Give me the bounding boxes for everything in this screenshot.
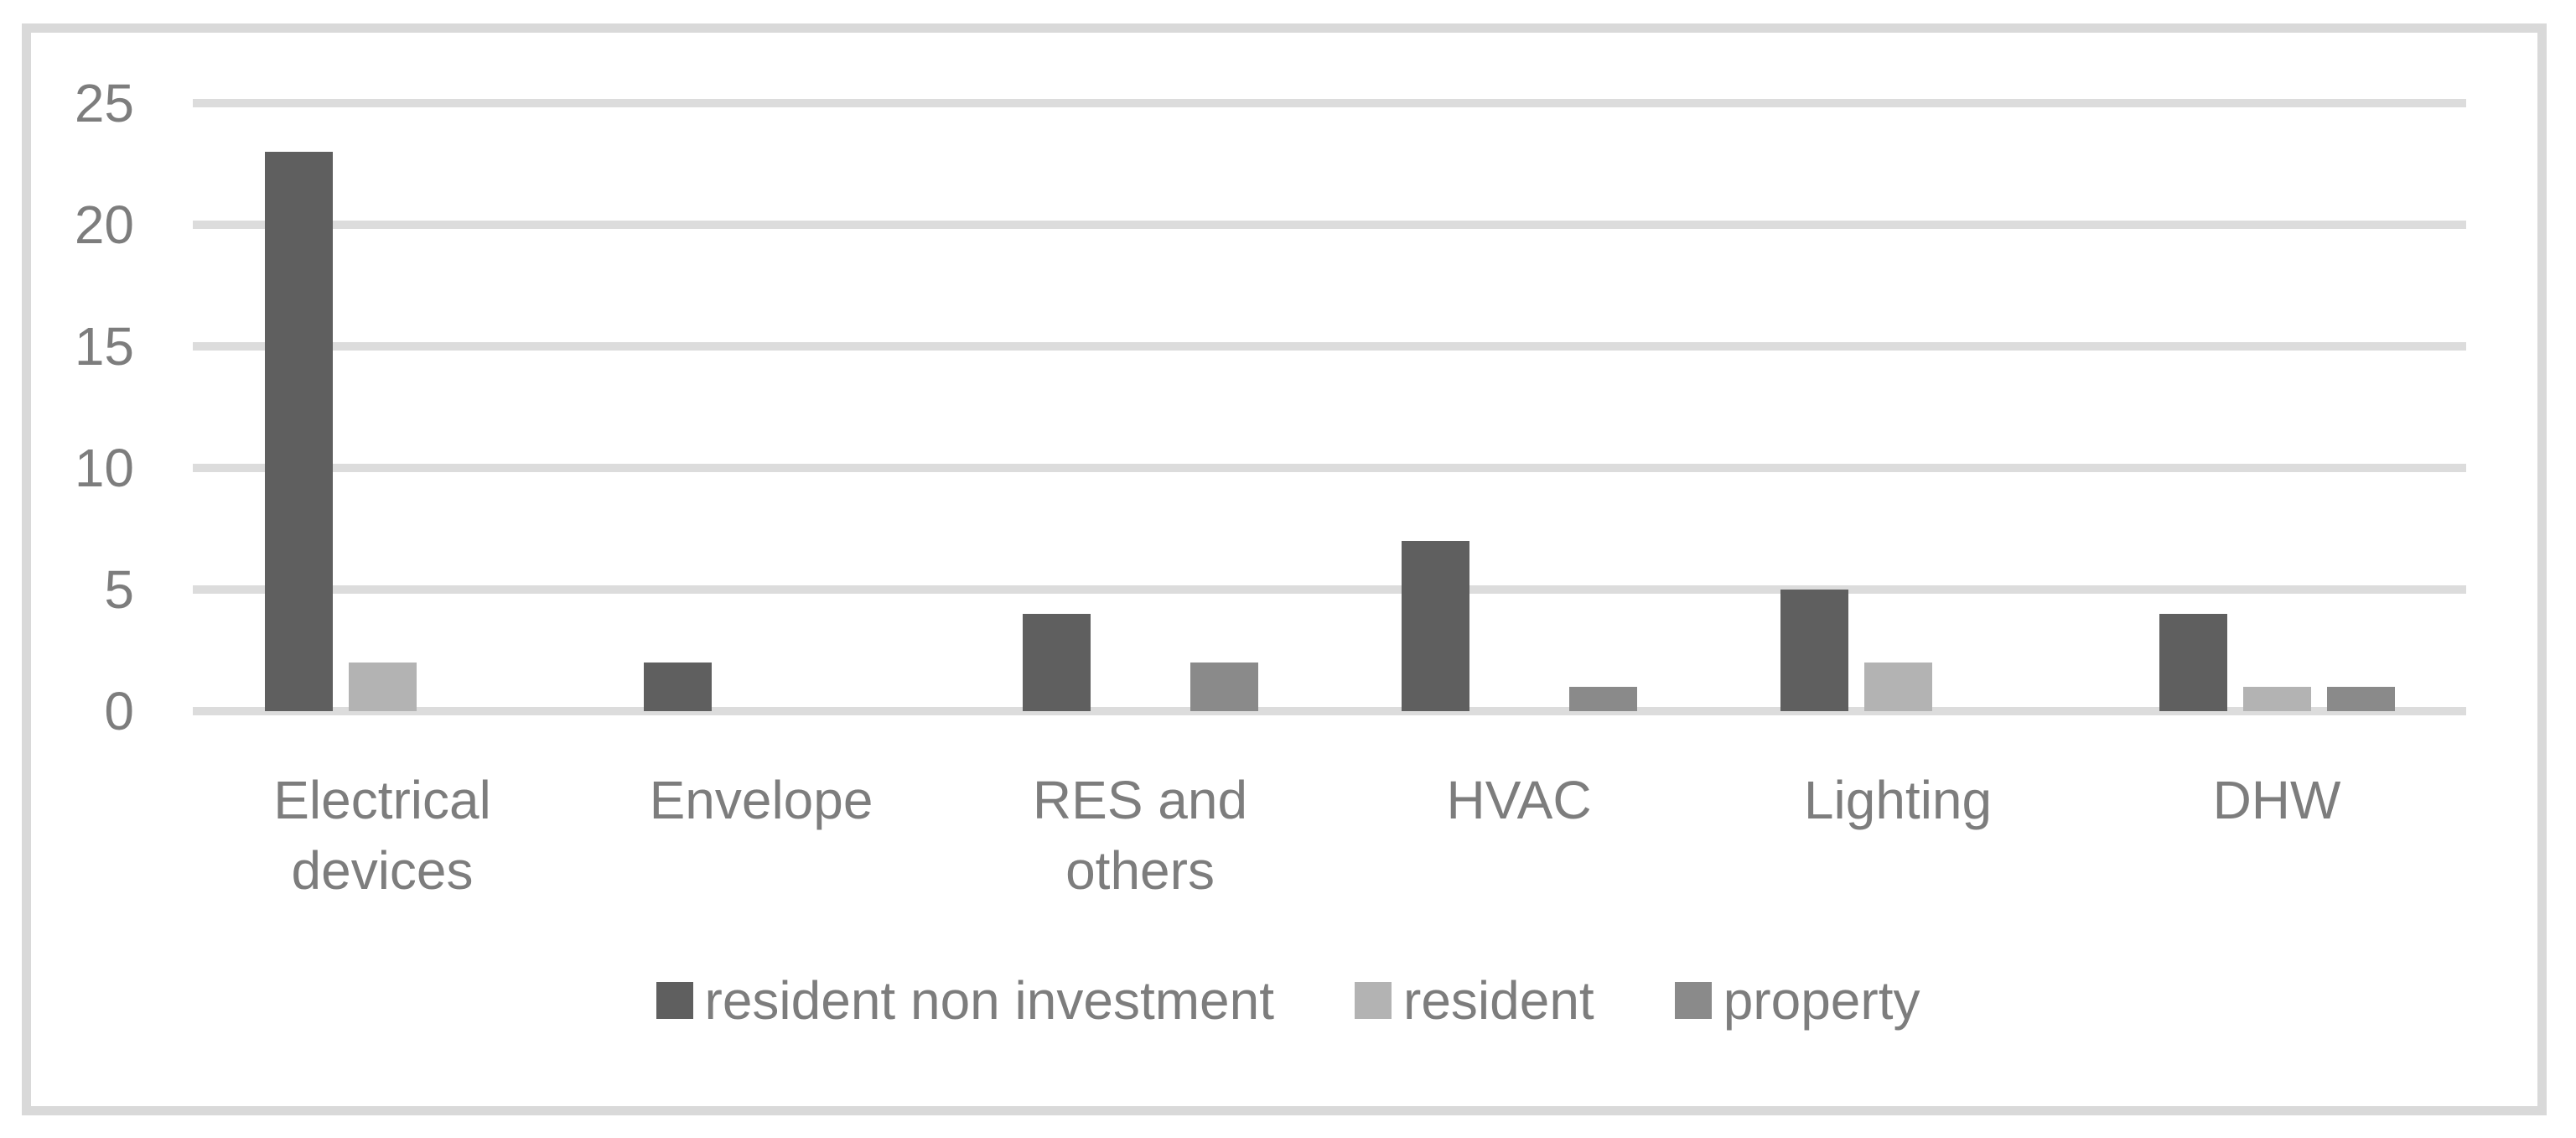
- legend-item-resident-non-investment: resident non investment: [656, 970, 1275, 1031]
- x-label-hvac: HVAC: [1446, 770, 1592, 830]
- bar-resident-lighting: [1863, 663, 1932, 711]
- y-tick-label-10: 10: [74, 438, 134, 498]
- bar-resident-non-investment-hvac: [1401, 541, 1469, 711]
- gridline-5: [193, 585, 2466, 594]
- bar-property-res-and-others: [1190, 663, 1258, 711]
- bar-resident-non-investment-electrical-devices: [264, 152, 333, 711]
- chart-frame: [22, 23, 2547, 1115]
- y-tick-label-25: 25: [74, 73, 134, 133]
- bar-resident-non-investment-envelope: [643, 663, 712, 711]
- legend-label-resident-non-investment: resident non investment: [704, 970, 1275, 1031]
- gridline-25: [193, 99, 2466, 107]
- y-tick-label-5: 5: [104, 559, 134, 620]
- legend-label-property: property: [1723, 970, 1920, 1031]
- bar-resident-non-investment-res-and-others: [1022, 614, 1091, 711]
- y-tick-label-0: 0: [104, 681, 134, 741]
- gridline-15: [193, 342, 2466, 351]
- gridline-20: [193, 221, 2466, 229]
- bar-property-dhw: [2326, 687, 2395, 711]
- x-label-res-and-others: RES and others: [1032, 770, 1248, 901]
- x-label-electrical-devices: Electrical devices: [273, 770, 491, 901]
- legend-item-resident: resident: [1355, 971, 1594, 1030]
- y-tick-label-15: 15: [74, 316, 134, 377]
- gridline-0: [193, 707, 2466, 715]
- bar-resident-non-investment-lighting: [1780, 590, 1848, 711]
- y-tick-label-20: 20: [74, 195, 134, 255]
- legend-swatch-property: [1674, 982, 1712, 1019]
- legend-item-property: property: [1674, 970, 1920, 1031]
- bar-resident-dhw: [2242, 687, 2311, 711]
- gridline-10: [193, 464, 2466, 472]
- bar-resident-electrical-devices: [348, 663, 417, 711]
- legend: resident non investment resident property: [0, 971, 2576, 1030]
- legend-label-resident: resident: [1403, 970, 1594, 1031]
- x-label-envelope: Envelope: [649, 770, 873, 830]
- legend-swatch-resident-non-investment: [656, 982, 693, 1019]
- x-label-lighting: Lighting: [1803, 770, 1993, 830]
- bar-property-hvac: [1568, 687, 1637, 711]
- legend-swatch-resident: [1355, 982, 1392, 1019]
- bar-resident-non-investment-dhw: [2159, 614, 2227, 711]
- x-label-dhw: DHW: [2212, 770, 2341, 830]
